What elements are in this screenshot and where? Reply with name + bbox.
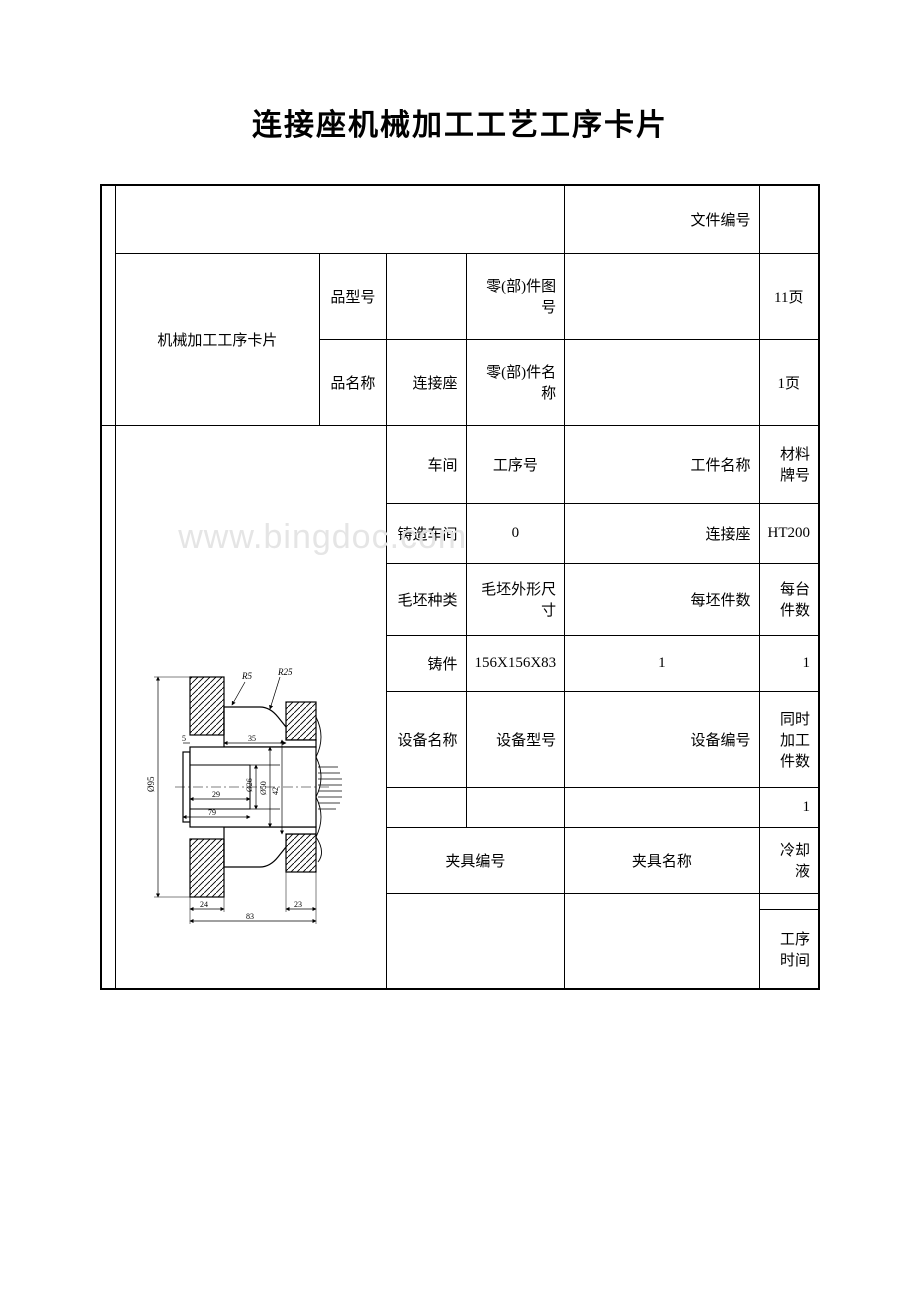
r5c3: 设备编号 — [565, 691, 759, 787]
r2c3: 连接座 — [565, 503, 759, 563]
product-model-label: 品型号 — [320, 253, 386, 339]
file-no — [759, 185, 819, 253]
r3c3: 每坯件数 — [565, 563, 759, 635]
r4c4: 1 — [759, 635, 819, 691]
r2c2: 0 — [466, 503, 565, 563]
r7c1: 夹具编号 — [386, 827, 565, 893]
r8c2 — [565, 893, 759, 989]
r6c1 — [386, 787, 466, 827]
dim-d50: Ø50 — [259, 781, 268, 795]
dim-29: 29 — [212, 790, 220, 799]
r3c1: 毛坯种类 — [386, 563, 466, 635]
r1c1: 车间 — [386, 425, 466, 503]
dim-35: 35 — [248, 734, 256, 743]
product-model — [386, 253, 466, 339]
r6c4: 1 — [759, 787, 819, 827]
diagram-cell: www.bingdoc.com — [115, 425, 386, 989]
r5c4: 同时加工件数 — [759, 691, 819, 787]
dim-23: 23 — [294, 900, 302, 909]
r8c1 — [386, 893, 565, 989]
r7c3: 冷却液 — [759, 827, 819, 893]
dim-83: 83 — [246, 912, 254, 921]
total-pages: 11页 — [759, 253, 819, 339]
blank-top — [115, 185, 565, 253]
dim-42: 42 — [271, 787, 280, 795]
dim-r5: R5 — [241, 671, 252, 681]
r1c2: 工序号 — [466, 425, 565, 503]
r9c3: 工序时间 — [759, 909, 819, 989]
r1c4: 材料牌号 — [759, 425, 819, 503]
r6c2 — [466, 787, 565, 827]
dim-d26: Ø26 — [245, 778, 254, 792]
left-spine — [101, 185, 115, 425]
r4c1: 铸件 — [386, 635, 466, 691]
part-drawing-no-label: 零(部)件图号 — [466, 253, 565, 339]
r2c4: HT200 — [759, 503, 819, 563]
dim-5: 5 — [182, 734, 186, 743]
dim-24: 24 — [200, 900, 208, 909]
r5c2: 设备型号 — [466, 691, 565, 787]
dim-d95: Ø95 — [146, 776, 156, 792]
part-name — [565, 339, 759, 425]
r8c3 — [759, 893, 819, 909]
left-spine-2 — [101, 425, 115, 989]
part-drawing-no — [565, 253, 759, 339]
product-name: 连接座 — [386, 339, 466, 425]
part-name-label: 零(部)件名称 — [466, 339, 565, 425]
r7c2: 夹具名称 — [565, 827, 759, 893]
r1c3: 工件名称 — [565, 425, 759, 503]
r5c1: 设备名称 — [386, 691, 466, 787]
file-no-label: 文件编号 — [565, 185, 759, 253]
r6c3 — [565, 787, 759, 827]
process-card-table: 文件编号 机械加工工序卡片 品型号 零(部)件图号 11页 品名称 连接座 零(… — [100, 184, 820, 990]
dim-79: 79 — [208, 808, 216, 817]
card-name: 机械加工工序卡片 — [115, 253, 320, 425]
r4c2: 156X156X83 — [466, 635, 565, 691]
product-name-label: 品名称 — [320, 339, 386, 425]
r3c2: 毛坯外形尺寸 — [466, 563, 565, 635]
page-title: 连接座机械加工工艺工序卡片 — [100, 100, 820, 144]
r3c4: 每台件数 — [759, 563, 819, 635]
r2c1: 铸造车间 — [386, 503, 466, 563]
r4c3: 1 — [565, 635, 759, 691]
dim-r25: R25 — [277, 667, 293, 677]
mechanical-drawing: R5 R25 Ø95 Ø26 Ø50 — [120, 647, 380, 927]
page-no: 1页 — [759, 339, 819, 425]
